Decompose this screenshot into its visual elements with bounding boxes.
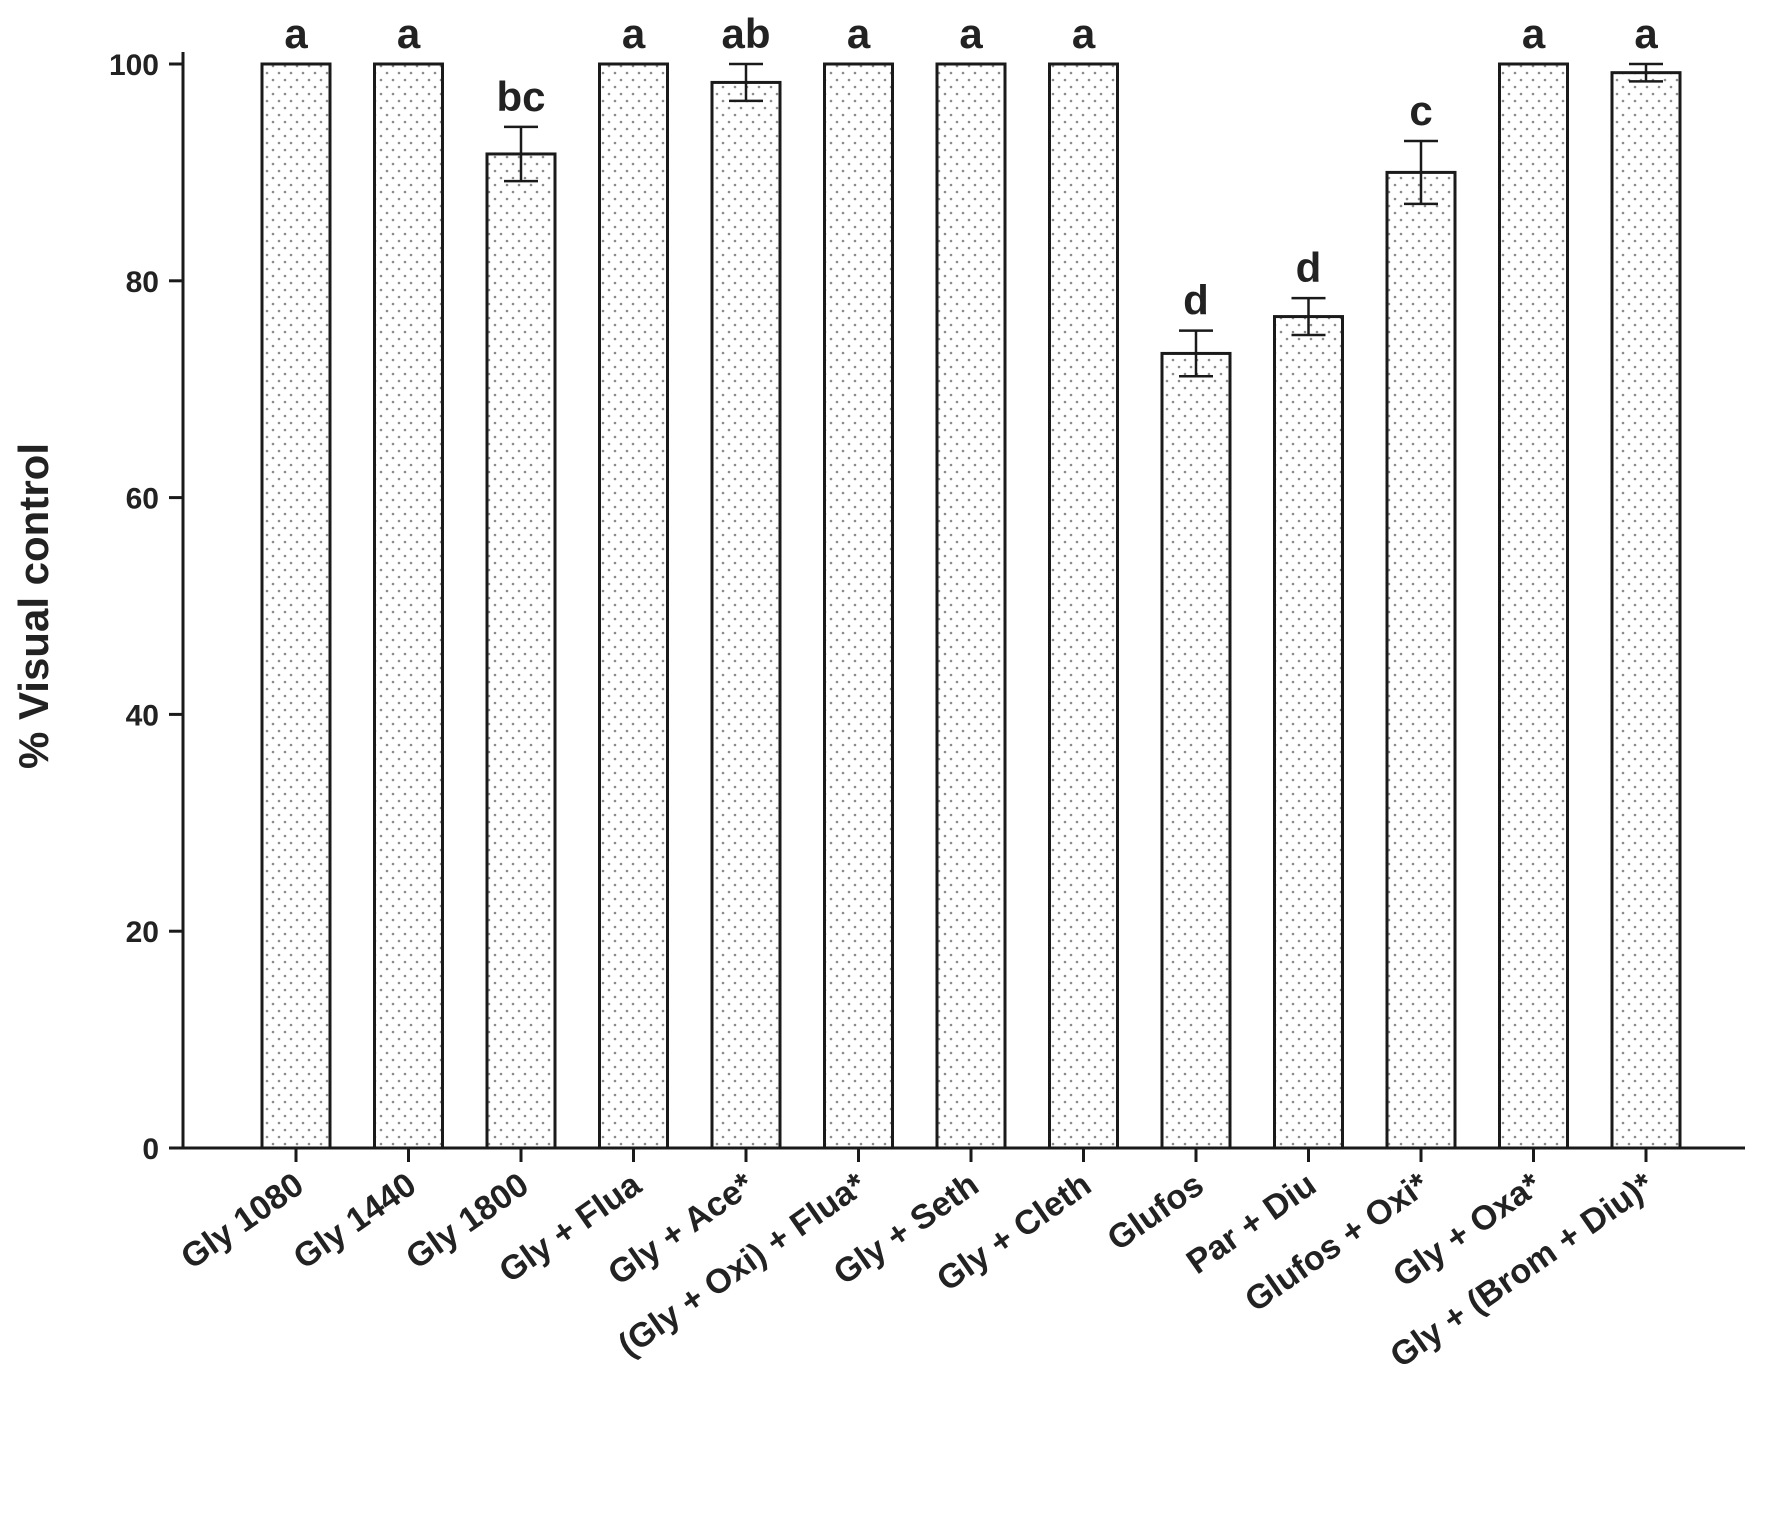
significance-label: a [397,10,421,57]
bars [260,62,1682,1150]
x-tick-label: Gly 1440 [287,1165,423,1276]
error-bar [504,125,538,183]
bar [598,62,669,1150]
bar [485,152,557,1150]
bar [1610,71,1682,1150]
y-tick-label: 40 [126,699,159,732]
significance-label: bc [496,73,545,120]
significance-label: a [959,10,983,57]
significance-label: a [1634,10,1658,57]
error-bar [1629,62,1663,83]
significance-label: d [1183,277,1209,324]
bar [1273,315,1344,1150]
y-axis-title: % Visual control [10,443,57,769]
bar [373,62,444,1150]
bar [710,80,782,1150]
y-tick-label: 20 [126,916,159,949]
significance-label: a [284,10,308,57]
bar [1048,62,1119,1150]
error-bar [1404,139,1438,206]
significance-label: a [847,10,871,57]
significance-label: c [1409,87,1432,134]
significance-label: a [1522,10,1546,57]
bar [823,62,894,1150]
y-tick-label: 80 [126,266,159,299]
y-tick-label: 0 [142,1133,159,1166]
error-bar [1291,296,1326,337]
bar [1385,170,1457,1150]
y-tick-label: 100 [109,49,159,82]
significance-label: a [1072,10,1096,57]
bar [260,62,332,1150]
x-tick-label: Gly 1080 [174,1165,310,1276]
significance-label: a [622,10,646,57]
bar [935,62,1007,1150]
error-bar [729,62,763,103]
y-tick-label: 60 [126,483,159,516]
bar [1498,62,1569,1150]
error-bar [1179,329,1213,378]
significance-label: ab [721,10,770,57]
significance-label: d [1296,244,1322,291]
bar [1160,351,1232,1150]
